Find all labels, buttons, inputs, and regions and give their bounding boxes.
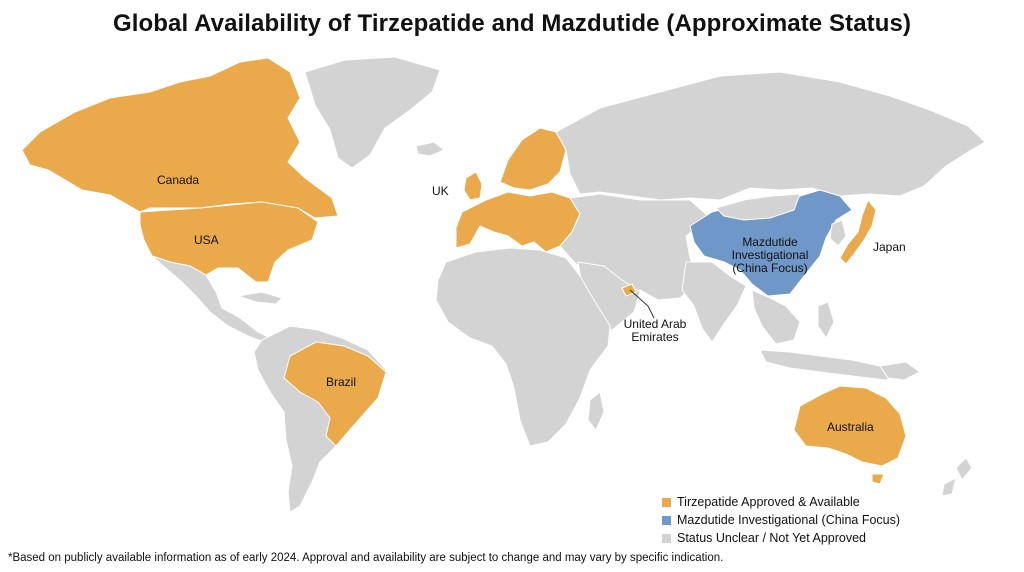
region-new-zealand[interactable] [941,457,973,497]
region-australia[interactable] [793,385,907,467]
legend: Tirzepatide Approved & Available Mazduti… [662,493,900,547]
region-caribbean[interactable] [237,291,283,305]
label-usa: USA [194,233,219,247]
region-greenland[interactable] [304,56,441,169]
region-madagascar[interactable] [587,391,605,431]
label-china-line2: Investigational [732,248,809,262]
world-map: Canada USA UK Brazil Japan Australia Maz… [21,56,986,513]
legend-item-mazdutide: Mazdutide Investigational (China Focus) [662,511,900,529]
legend-item-unclear: Status Unclear / Not Yet Approved [662,529,900,547]
region-japan[interactable] [839,199,877,265]
region-mongolia[interactable] [715,193,801,221]
region-europe-approved[interactable] [455,191,581,253]
label-uae-line1: United Arab [624,317,687,331]
label-canada: Canada [157,173,199,187]
legend-label-unclear: Status Unclear / Not Yet Approved [677,531,867,545]
legend-swatch-unclear [662,533,671,543]
footnote: *Based on publicly available information… [8,552,724,564]
region-tasmania[interactable] [871,473,885,485]
uae-leader-line [629,289,655,319]
label-china-line3: (China Focus) [732,261,807,275]
region-usa[interactable] [139,201,319,283]
region-russia[interactable] [555,71,986,201]
legend-swatch-mazdutide [662,515,671,525]
label-australia: Australia [827,420,874,434]
region-south-asia[interactable] [681,261,747,343]
region-scandinavia[interactable] [499,127,567,191]
legend-label-mazdutide: Mazdutide Investigational (China Focus) [677,513,901,527]
region-africa[interactable] [435,247,611,447]
region-southeast-asia[interactable] [751,289,801,345]
region-canada[interactable] [21,57,339,219]
label-uae-line2: Emirates [631,330,678,344]
label-japan: Japan [873,240,906,254]
region-indonesia[interactable] [759,349,906,381]
label-brazil: Brazil [326,375,356,389]
region-iceland[interactable] [415,141,445,157]
region-papua-new-guinea[interactable] [879,361,921,381]
region-uae[interactable] [621,283,637,297]
legend-swatch-tirzepatide [662,497,671,507]
label-china-line1: Mazdutide [742,235,798,249]
map-title: Global Availability of Tirzepatide and M… [112,10,912,37]
label-uk: UK [432,184,449,198]
legend-item-tirzepatide: Tirzepatide Approved & Available [662,493,900,511]
region-brazil[interactable] [283,341,387,447]
region-uk[interactable] [463,171,483,201]
legend-label-tirzepatide: Tirzepatide Approved & Available [677,495,860,509]
region-philippines[interactable] [817,301,835,339]
region-korea[interactable] [829,219,847,247]
